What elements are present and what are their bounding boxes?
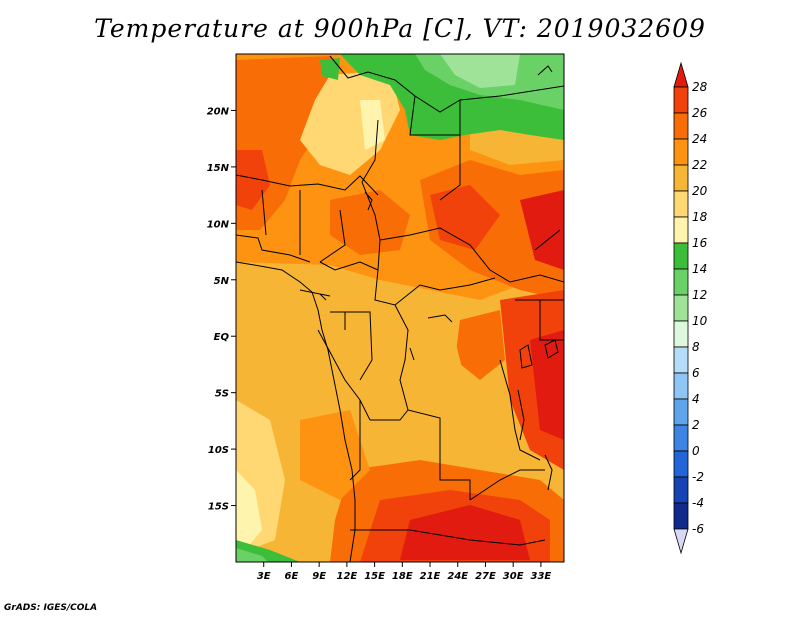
colorbar-label: -4 bbox=[692, 496, 704, 510]
lat-tick-label: 15N bbox=[207, 163, 230, 174]
lat-tick-label: 5S bbox=[215, 389, 229, 400]
colorbar-label: 12 bbox=[692, 288, 707, 302]
lon-tick-label: 9E bbox=[312, 571, 326, 582]
colorbar-label: 14 bbox=[692, 262, 707, 276]
temperature-field bbox=[236, 54, 564, 562]
latitude-axis: 20N 15N 10N 5N EQ 5S 10S 15S bbox=[207, 106, 236, 513]
lat-tick-label: 15S bbox=[208, 502, 229, 513]
colorbar-label: 28 bbox=[692, 80, 708, 94]
colorbar-box bbox=[673, 502, 689, 530]
colorbar-upper-triangle bbox=[673, 61, 689, 88]
lon-tick-label: 27E bbox=[475, 571, 496, 582]
country-borders bbox=[236, 55, 564, 546]
lat-tick-label: 10S bbox=[208, 445, 229, 456]
colorbar-box bbox=[673, 164, 689, 192]
colorbar-lower-triangle bbox=[673, 528, 689, 555]
colorbar-label: 6 bbox=[692, 366, 700, 380]
colorbar-box bbox=[673, 268, 689, 296]
lon-tick-label: 3E bbox=[257, 571, 271, 582]
lon-tick-label: 15E bbox=[364, 571, 385, 582]
colorbar-box bbox=[673, 372, 689, 400]
colorbar-label: -2 bbox=[692, 470, 704, 484]
colorbar-box bbox=[673, 86, 689, 114]
lat-tick-label: 5N bbox=[214, 276, 230, 287]
colorbar-box bbox=[673, 476, 689, 504]
colorbar-box bbox=[673, 242, 689, 270]
colorbar-label: 0 bbox=[692, 444, 700, 458]
plot-frame bbox=[235, 53, 565, 563]
colorbar-label: 18 bbox=[692, 210, 708, 224]
colorbar-box bbox=[673, 216, 689, 244]
lon-tick-label: 6E bbox=[285, 571, 299, 582]
colorbar-label: 20 bbox=[692, 184, 708, 198]
lon-tick-label: 12E bbox=[336, 571, 357, 582]
colorbar-box bbox=[673, 190, 689, 218]
lon-tick-label: 33E bbox=[531, 571, 552, 582]
lon-tick-label: 30E bbox=[503, 571, 524, 582]
lakes bbox=[319, 191, 559, 491]
colorbar-box bbox=[673, 138, 689, 166]
credit-label: GrADS: IGES/COLA bbox=[4, 603, 98, 613]
colorbar-label: 26 bbox=[692, 106, 708, 120]
colorbar-box bbox=[673, 294, 689, 322]
colorbar-label: 16 bbox=[692, 236, 708, 250]
colorbar-box bbox=[673, 320, 689, 348]
colorbar-box bbox=[673, 450, 689, 478]
lon-tick-label: 18E bbox=[392, 571, 413, 582]
colorbar-label: -6 bbox=[692, 522, 704, 536]
map-title: Temperature at 900hPa [C], VT: 201903260… bbox=[94, 14, 706, 43]
colorbar-box bbox=[673, 346, 689, 374]
lat-tick-label: EQ bbox=[214, 332, 230, 343]
lat-tick-label: 20N bbox=[207, 106, 230, 117]
colorbar-label: 4 bbox=[692, 392, 700, 406]
colorbar-label: 2 bbox=[692, 418, 700, 432]
colorbar-label: 8 bbox=[692, 340, 700, 354]
colorbar-box bbox=[673, 398, 689, 426]
colorbar-label: 22 bbox=[692, 158, 707, 172]
colorbar-box bbox=[673, 112, 689, 140]
lat-tick-label: 10N bbox=[207, 219, 230, 230]
colorbar-label: 24 bbox=[692, 132, 707, 146]
colorbar-box bbox=[673, 424, 689, 452]
longitude-axis: 3E 6E 9E 12E 15E 18E 21E 24E 27E 30E 33E bbox=[257, 562, 552, 582]
lon-tick-label: 24E bbox=[447, 571, 468, 582]
coastline bbox=[235, 261, 356, 563]
colorbar-label: 10 bbox=[692, 314, 708, 328]
lon-tick-label: 21E bbox=[420, 571, 441, 582]
